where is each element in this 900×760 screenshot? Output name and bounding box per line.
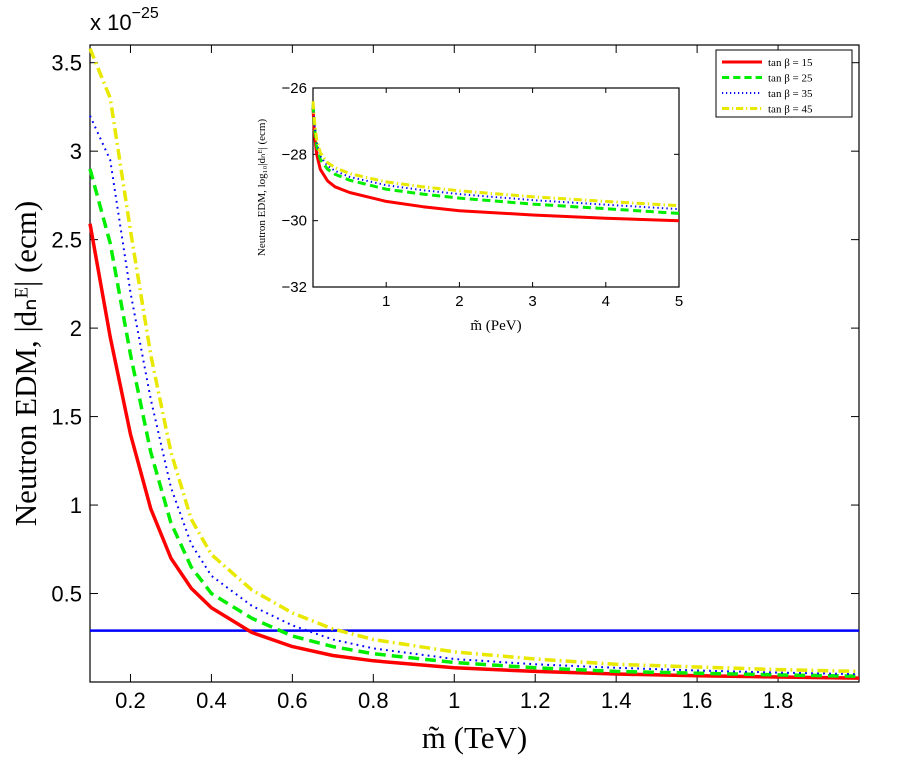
main-series-line-4 — [88, 47, 860, 674]
x-tick-label: 0.8 — [358, 688, 389, 713]
main-x-axis-label: m̃ (TeV) — [422, 720, 527, 755]
legend-label-4: tan β = 45 — [768, 104, 813, 116]
inset-series-line-2 — [311, 104, 680, 215]
legend: tan β = 15 tan β = 25 tan β = 35 tan β = 45 — [715, 49, 853, 118]
y-axis-multiplier: x 10−25 — [90, 5, 159, 35]
inset-y-tick-label: −26 — [282, 80, 307, 97]
y-tick-label: 3.5 — [51, 51, 82, 76]
main-y-axis-label: Neutron EDM, |dₙᴱ| (ecm) — [8, 201, 43, 527]
main-series-line-1 — [88, 223, 860, 680]
legend-label-2: tan β = 25 — [768, 73, 813, 85]
inset-x-tick-label: 4 — [602, 293, 610, 310]
main-series-line-3 — [89, 115, 860, 676]
main-x-axis-title: m̃ (TeV) — [422, 720, 527, 755]
x-tick-label: 1.8 — [763, 688, 794, 713]
inset-x-tick-label: 5 — [675, 293, 683, 310]
y-tick-label: 2.5 — [51, 228, 82, 253]
inset-plot-frame — [312, 87, 680, 288]
inset-y-tick-label: −28 — [282, 146, 307, 163]
inset-x-tick-label: 3 — [528, 293, 536, 310]
main-y-axis-title: Neutron EDM, |dₙᴱ| (ecm) — [8, 201, 43, 527]
inset-y-tick-label: −32 — [282, 279, 307, 296]
x-tick-label: 1 — [448, 688, 460, 713]
x-tick-label: 1.4 — [601, 688, 632, 713]
y-tick-label: 1.5 — [51, 405, 82, 430]
x-tick-label: 0.2 — [115, 688, 146, 713]
inset-series-line-1 — [311, 107, 680, 223]
inset-x-axis-label: m̃ (PeV) — [470, 318, 521, 334]
y-tick-label: 0.5 — [51, 582, 82, 607]
legend-label-1: tan β = 15 — [768, 57, 813, 69]
inset-x-tick-label: 1 — [382, 293, 390, 310]
inset-series-line-4 — [311, 101, 680, 208]
inset-y-tick-label: −30 — [282, 213, 307, 230]
x-tick-label: 1.2 — [520, 688, 551, 713]
inset-plot: 1 2 3 4 5 −32 −30 −28 −26 m̃ (PeV) Neutron EDM, lo… — [256, 80, 683, 334]
inset-y-axis-label: Neutron EDM, log₁₀|dₙᴱ| (ecm) — [256, 119, 268, 257]
main-series-line-2 — [88, 168, 860, 678]
legend-label-3: tan β = 35 — [768, 88, 813, 100]
y-tick-label: 3 — [70, 139, 82, 164]
x-tick-label: 1.6 — [682, 688, 713, 713]
inset-series-line-3 — [312, 102, 680, 211]
y-tick-label: 1 — [70, 493, 82, 518]
x-tick-label: 0.4 — [196, 688, 227, 713]
x-tick-label: 0.6 — [277, 688, 308, 713]
inset-x-tick-label: 2 — [455, 293, 463, 310]
y-tick-label: 2 — [70, 316, 82, 341]
